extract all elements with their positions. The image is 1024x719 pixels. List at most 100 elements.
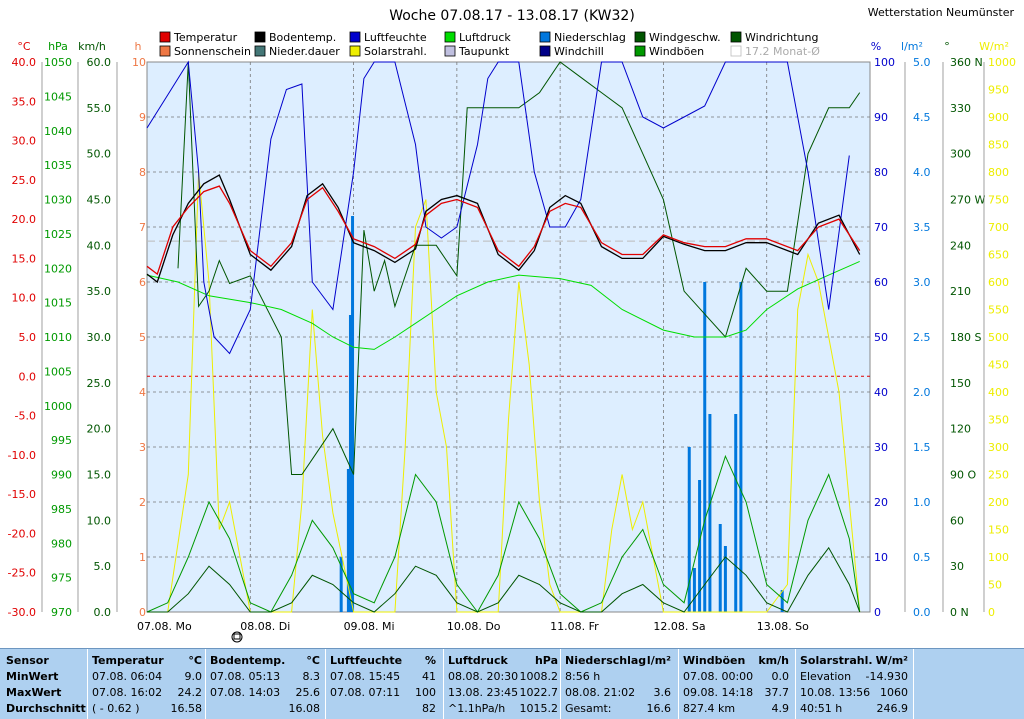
stats-header-name: Niederschlag	[565, 654, 647, 667]
stats-cell-row: 07.08. 05:13 8.3	[210, 669, 320, 685]
axis-tick-wind: 15.0	[87, 469, 112, 482]
x-tick-label: 11.08. Fr	[550, 620, 599, 633]
rain-bar	[348, 315, 352, 612]
stats-header-name: Windböen	[683, 654, 746, 667]
stats-cell-value: 8.3	[302, 670, 321, 683]
stats-column: Bodentemp. °C 07.08. 05:13 8.3 07.08. 14:03 2…	[210, 653, 320, 717]
stats-cell-row: 09.08. 14:18 37.7	[683, 685, 789, 701]
stats-cell-row: Elevation -14.930	[800, 669, 908, 685]
stats-separator	[325, 649, 326, 719]
stats-cell-label: 07.08. 07:11	[330, 686, 401, 699]
axis-tick-direction: 180 S	[950, 331, 981, 344]
stats-cell-row: 08.08. 20:30 1008.2	[448, 669, 558, 685]
axis-tick-rain: 1.5	[913, 441, 931, 454]
axis-tick-temp: -15.0	[8, 488, 36, 501]
axis-tick-pressure: 1045	[44, 90, 72, 103]
axis-unit-humidity: %	[871, 40, 881, 53]
stats-header-name: Temperatur	[92, 654, 164, 667]
axis-tick-solar: 350	[988, 414, 1009, 427]
stats-separator	[913, 649, 914, 719]
stats-cell-label: 07.08. 16:02	[92, 686, 163, 699]
axis-tick-solar: 700	[988, 221, 1009, 234]
weather-chart: 40.035.030.025.020.015.010.05.00.0-5.0-1…	[7, 6, 1016, 643]
stats-cell-label: 827.4 km	[683, 702, 736, 715]
legend-label: Windgeschw.	[649, 31, 721, 44]
stats-sensor-column: Sensor MinWert MaxWert Durchschnitt	[6, 653, 86, 717]
stats-header-unit: km/h	[758, 654, 789, 667]
series-line-windrichtung	[177, 61, 861, 475]
axis-tick-pressure: 985	[51, 503, 72, 516]
stats-separator	[87, 649, 88, 719]
legend-swatch	[349, 45, 361, 57]
axis-tick-humidity: 80	[874, 166, 888, 179]
stats-column: Luftfeuchte% 07.08. 15:45 41 07.08. 07:11 10…	[330, 653, 436, 717]
stats-separator	[443, 649, 444, 719]
legend-label: Temperatur	[173, 31, 238, 44]
legend-label: Bodentemp.	[269, 31, 336, 44]
axis-tick-wind: 20.0	[87, 423, 112, 436]
series-line-temperatur	[146, 185, 861, 276]
axis-unit-hours: h	[135, 40, 142, 53]
stats-separator	[678, 649, 679, 719]
axis-tick-solar: 450	[988, 359, 1009, 372]
axis-tick-direction: 90 O	[950, 469, 976, 482]
stats-cell-value: 9.0	[184, 670, 203, 683]
axis-unit-rain: l/m²	[901, 40, 923, 53]
axis-tick-hours: 7	[139, 221, 146, 234]
axes: 40.035.030.025.020.015.010.05.00.0-5.0-1…	[8, 40, 1016, 633]
stats-cell-row: ^1.1hPa/h 1015.2	[448, 701, 558, 717]
stats-cell-label: 10.08. 13:56	[800, 686, 871, 699]
stats-cell-value: 1015.2	[519, 702, 559, 715]
axis-tick-solar: 650	[988, 249, 1009, 262]
axis-tick-rain: 2.5	[913, 331, 931, 344]
stats-header: Bodentemp. °C	[210, 653, 320, 669]
axis-tick-humidity: 40	[874, 386, 888, 399]
scroll-marker[interactable]	[231, 631, 243, 643]
axis-tick-temp: 40.0	[12, 56, 37, 69]
axis-tick-pressure: 990	[51, 469, 72, 482]
stats-cell-value: 24.2	[177, 686, 203, 699]
stats-cell-row: 07.08. 00:00 0.0	[683, 669, 789, 685]
stats-cell-row: 07.08. 07:11 100	[330, 685, 436, 701]
axis-tick-rain: 3.5	[913, 221, 931, 234]
axis-tick-pressure: 1025	[44, 228, 72, 241]
stats-cell-label: 08.08. 21:02	[565, 686, 636, 699]
rain-bar	[739, 282, 743, 612]
axis-tick-hours: 8	[139, 166, 146, 179]
axis-tick-temp: 30.0	[12, 135, 37, 148]
axis-tick-pressure: 1005	[44, 365, 72, 378]
stats-header-unit: °C	[306, 654, 320, 667]
rain-bar	[692, 568, 696, 612]
axis-tick-pressure: 1050	[44, 56, 72, 69]
stats-cell-value: 25.6	[295, 686, 321, 699]
axis-tick-solar: 200	[988, 496, 1009, 509]
axis-tick-wind: 50.0	[87, 148, 112, 161]
legend-swatch	[254, 45, 266, 57]
axis-tick-solar: 250	[988, 469, 1009, 482]
stats-cell-row: 13.08. 23:45 1022.7	[448, 685, 558, 701]
axis-tick-humidity: 20	[874, 496, 888, 509]
axis-tick-direction: 330	[950, 102, 971, 115]
stats-cell-row: 07.08. 14:03 25.6	[210, 685, 320, 701]
axis-tick-solar: 550	[988, 304, 1009, 317]
stats-cell-label: Gesamt:	[565, 702, 612, 715]
axis-tick-humidity: 70	[874, 221, 888, 234]
rain-bar	[687, 447, 691, 612]
stats-header: Temperatur °C	[92, 653, 202, 669]
axis-tick-direction: 360 N	[950, 56, 983, 69]
stats-cell-row: 07.08. 16:02 24.2	[92, 685, 202, 701]
stats-header-sensor: Sensor	[6, 654, 49, 667]
axis-unit-wind: km/h	[78, 40, 106, 53]
axis-tick-wind: 5.0	[94, 560, 112, 573]
legend-label: Windböen	[649, 45, 704, 58]
series-line-luftfeuchte	[146, 60, 850, 355]
axis-tick-temp: -20.0	[8, 527, 36, 540]
rain-bar	[351, 216, 355, 612]
axis-tick-hours: 2	[139, 496, 146, 509]
legend-swatch	[730, 45, 742, 57]
axis-tick-wind: 10.0	[87, 514, 112, 527]
stats-header-name: Luftdruck	[448, 654, 508, 667]
legend-label: Nieder.dauer	[269, 45, 340, 58]
stats-cell-value: 100	[415, 686, 436, 699]
stats-cell-label: ( - 0.62 )	[92, 702, 140, 715]
